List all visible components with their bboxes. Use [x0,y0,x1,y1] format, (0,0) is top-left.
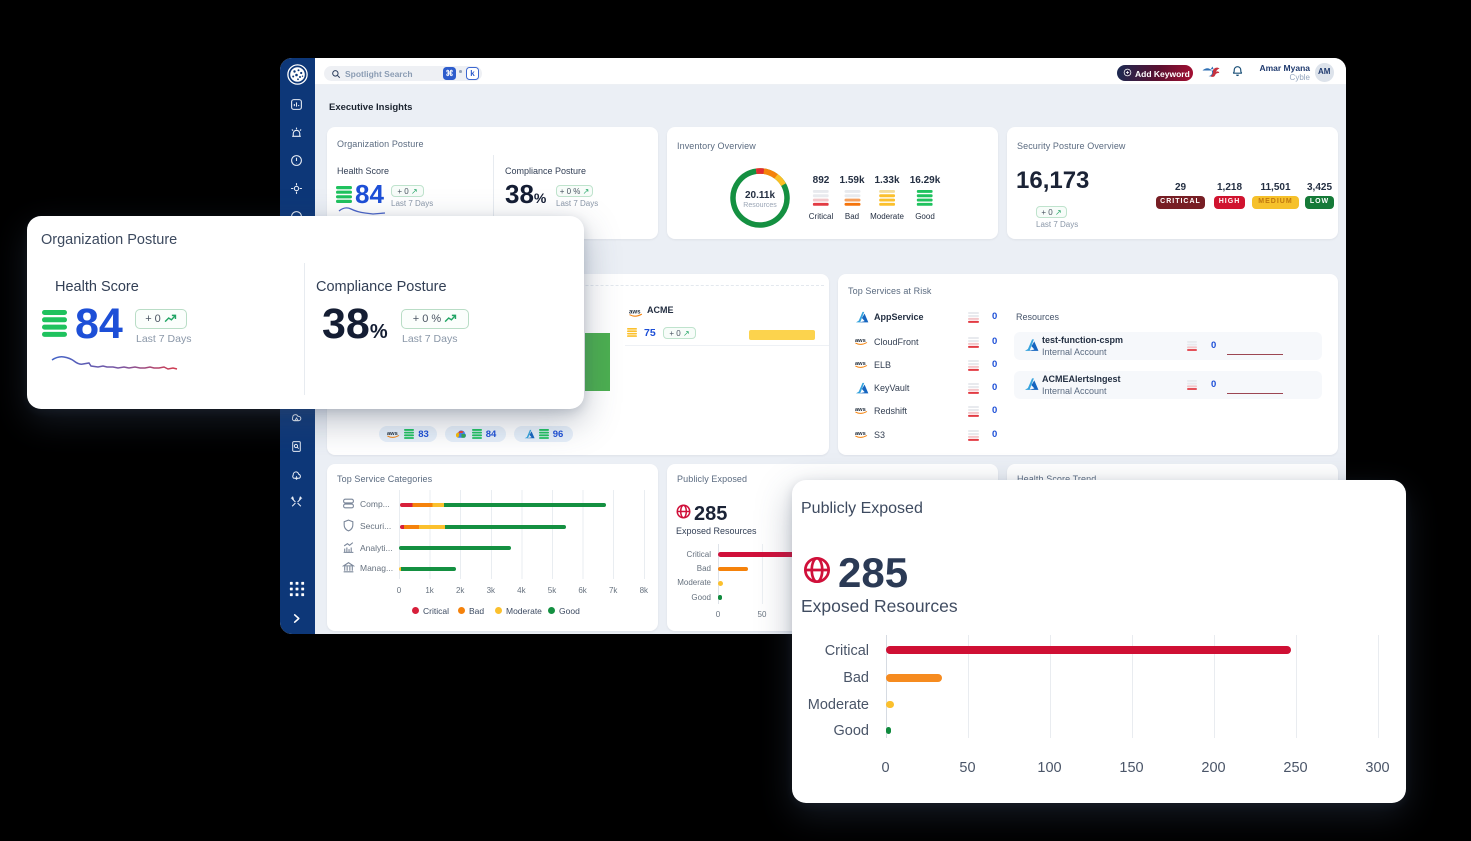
svg-text:aws: aws [387,431,398,437]
svg-text:aws: aws [629,308,641,315]
svg-text:aws: aws [855,338,866,344]
svg-text:aws: aws [855,361,866,367]
svg-text:aws: aws [855,431,866,437]
svg-text:aws: aws [855,407,866,413]
